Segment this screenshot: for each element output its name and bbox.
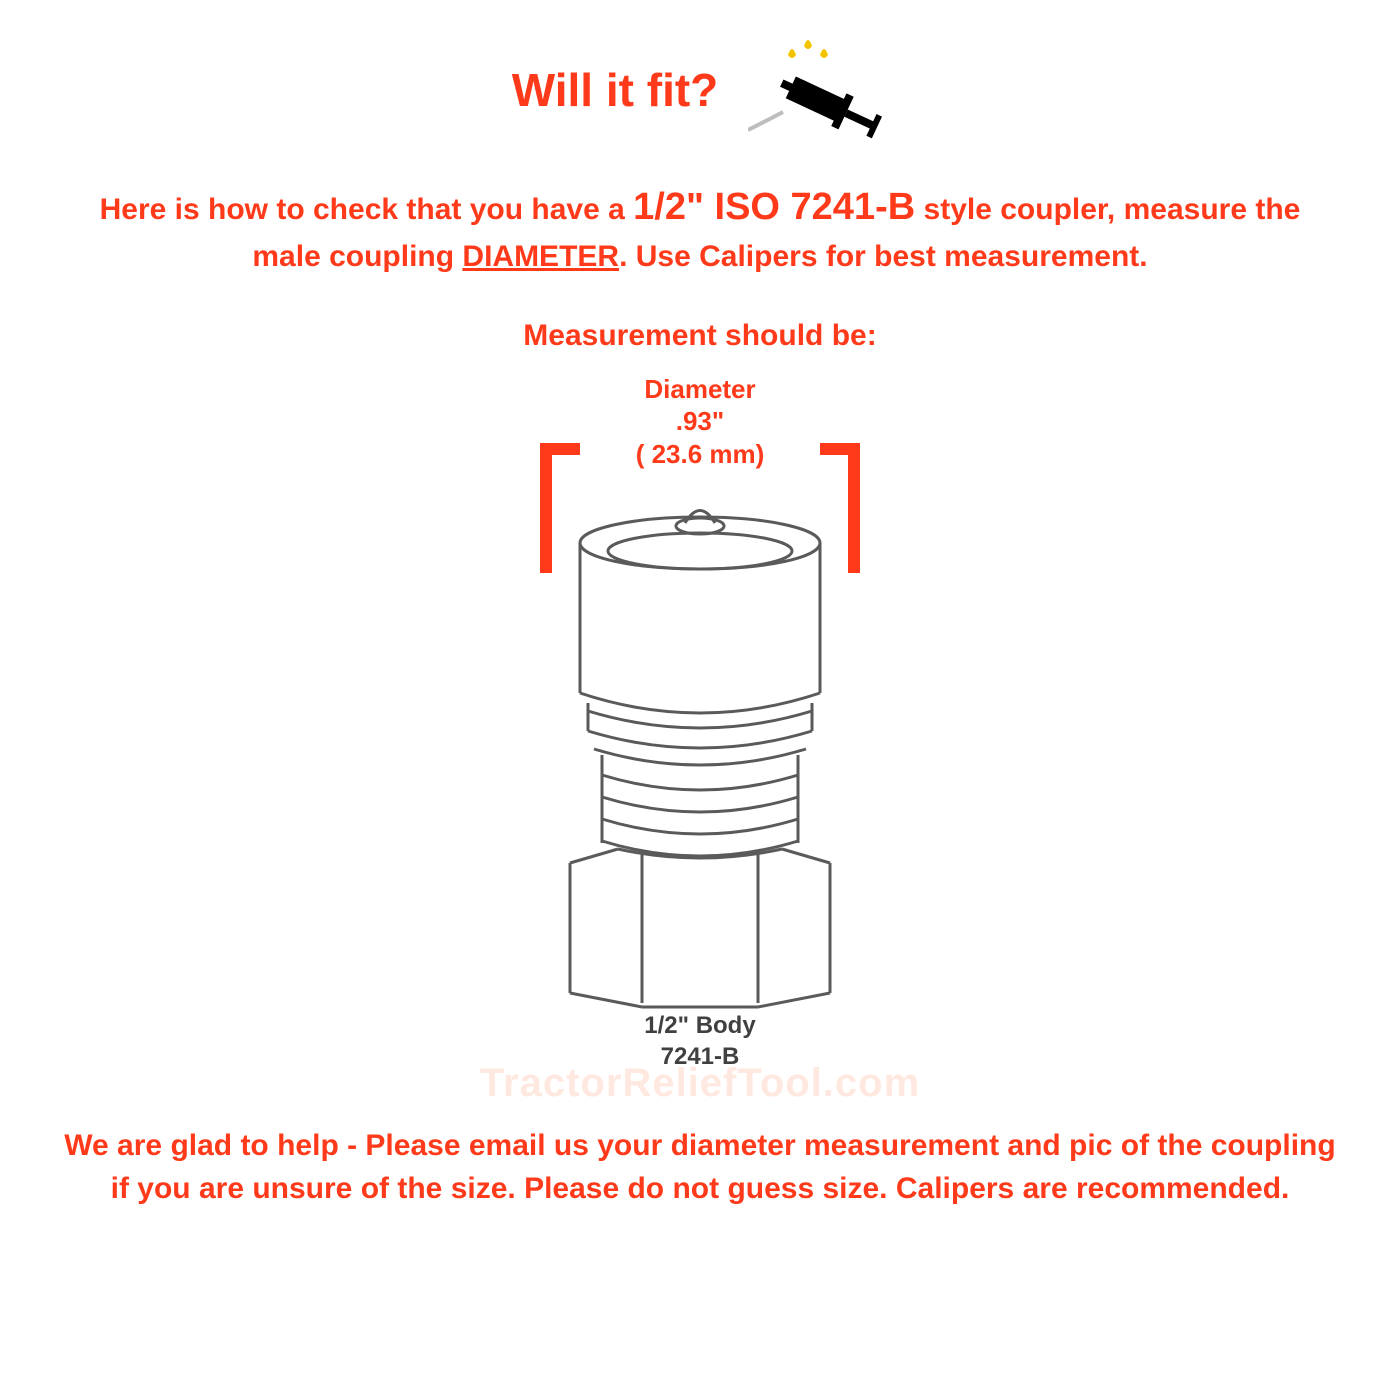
- footer-text: We are glad to help - Please email us yo…: [60, 1124, 1340, 1211]
- dim-title: Diameter: [644, 374, 755, 404]
- intro-size-spec: 1/2" ISO 7241-B: [633, 186, 915, 228]
- page-title: Will it fit?: [512, 63, 719, 117]
- dim-inches: .93": [676, 406, 724, 436]
- measurement-heading: Measurement should be:: [60, 319, 1340, 353]
- title-row: Will it fit?: [60, 40, 1340, 140]
- coupler-outline: [550, 493, 850, 1023]
- body-label-line2: 7241-B: [661, 1043, 740, 1070]
- infographic-page: Will it fit? Here is how to c: [0, 0, 1400, 1241]
- intro-text: Here is how to check that you have a 1/2…: [70, 180, 1330, 279]
- body-label-line1: 1/2" Body: [644, 1012, 755, 1039]
- syringe-icon: [748, 40, 888, 140]
- intro-diameter-word: DIAMETER: [462, 240, 619, 273]
- intro-prefix: Here is how to check that you have a: [100, 193, 634, 226]
- body-label: 1/2" Body 7241-B: [450, 1010, 950, 1072]
- intro-suffix: . Use Calipers for best measurement.: [619, 240, 1148, 273]
- coupler-diagram: Diameter .93" ( 23.6 mm): [450, 373, 950, 1073]
